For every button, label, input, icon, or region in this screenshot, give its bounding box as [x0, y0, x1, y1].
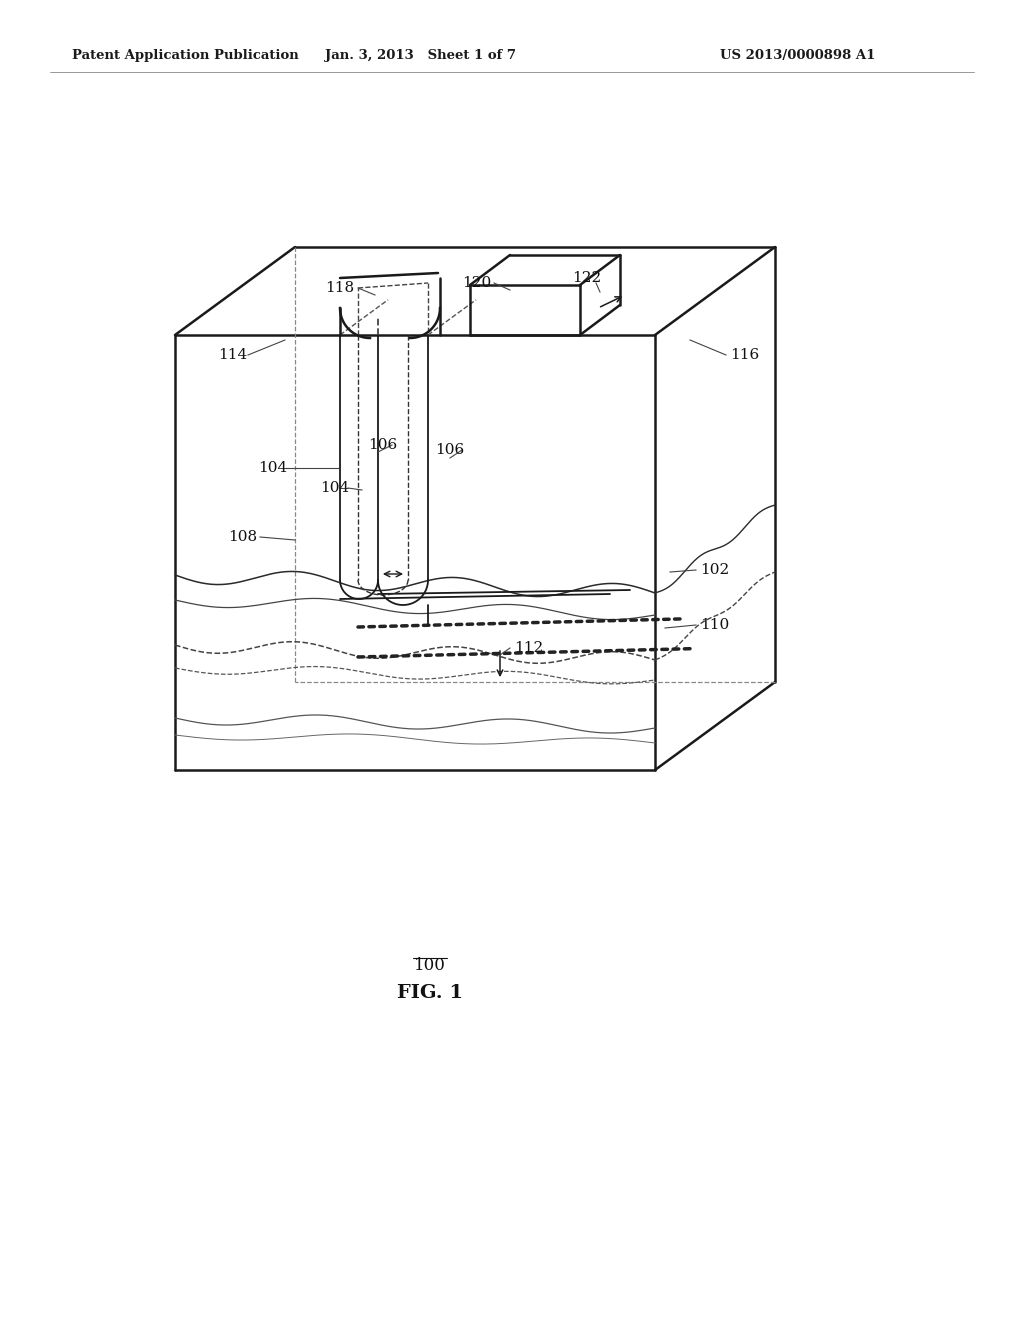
Text: 106: 106: [435, 444, 464, 457]
Text: 104: 104: [258, 461, 288, 475]
Text: 116: 116: [730, 348, 759, 362]
Text: 102: 102: [700, 564, 729, 577]
Text: 110: 110: [700, 618, 729, 632]
Text: 100: 100: [414, 957, 445, 974]
Text: 122: 122: [572, 271, 601, 285]
Text: US 2013/0000898 A1: US 2013/0000898 A1: [720, 49, 876, 62]
Text: 118: 118: [325, 281, 354, 294]
Text: FIG. 1: FIG. 1: [397, 983, 463, 1002]
Text: 108: 108: [228, 531, 257, 544]
Text: 112: 112: [514, 642, 544, 655]
Text: 114: 114: [218, 348, 247, 362]
Text: 104: 104: [319, 480, 349, 495]
Text: 106: 106: [368, 438, 397, 451]
Text: Jan. 3, 2013   Sheet 1 of 7: Jan. 3, 2013 Sheet 1 of 7: [325, 49, 515, 62]
Text: 120: 120: [462, 276, 492, 290]
Text: Patent Application Publication: Patent Application Publication: [72, 49, 299, 62]
